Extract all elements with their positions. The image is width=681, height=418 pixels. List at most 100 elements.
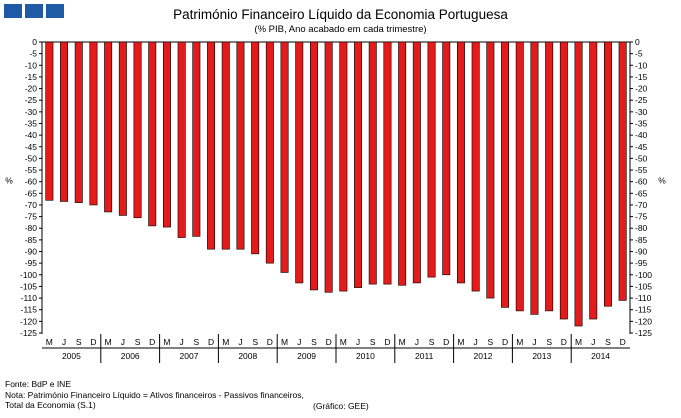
x-tick-label-quarter: M [222, 337, 229, 347]
y-tick-label-right: -5 [635, 49, 643, 59]
bar [177, 41, 186, 238]
y-tick-label-right: 0 [635, 37, 640, 47]
x-tick-label-quarter: M [163, 337, 170, 347]
y-tick-label-right: -125 [635, 328, 652, 338]
y-tick-label-right: -45 [635, 142, 648, 152]
y-tick-label-right: -120 [635, 316, 652, 326]
footer-note: Nota: Património Financeiro Líquido = At… [5, 389, 304, 400]
bar [354, 41, 363, 288]
y-tick-label-left: -85 [25, 235, 38, 245]
chart-subtitle: (% PIB, Ano acabado em cada trimestre) [254, 24, 427, 35]
x-tick-label-quarter: S [605, 337, 611, 347]
bar [339, 41, 348, 292]
x-tick-label-quarter: M [105, 337, 112, 347]
gee-logo [4, 4, 64, 18]
bar [603, 41, 612, 307]
x-tick-label-year: 2005 [62, 351, 81, 361]
bar [383, 41, 392, 285]
bar [295, 41, 304, 284]
x-tick-label-quarter: J [121, 337, 125, 347]
y-tick-label-right: -110 [635, 293, 652, 303]
y-tick-label-left: -10 [25, 60, 38, 70]
y-tick-label-right: -15 [635, 72, 648, 82]
bar [456, 41, 465, 284]
x-tick-label-quarter: J [415, 337, 419, 347]
x-tick-label-year: 2013 [532, 351, 551, 361]
x-tick-label-quarter: D [208, 337, 214, 347]
x-tick-label-quarter: D [384, 337, 390, 347]
y-tick-label-left: -60 [25, 177, 38, 187]
x-tick-label-quarter: S [546, 337, 552, 347]
bar [501, 41, 510, 308]
x-tick-label-quarter: J [356, 337, 360, 347]
bar [251, 41, 260, 255]
y-tick-label-left: -105 [20, 281, 37, 291]
bar [486, 41, 495, 299]
y-tick-label-left: -120 [20, 316, 37, 326]
bar [236, 41, 245, 250]
bar [89, 41, 98, 206]
x-tick-label-quarter: S [135, 337, 141, 347]
bar [559, 41, 568, 320]
bar [574, 41, 583, 327]
x-tick-label-quarter: J [591, 337, 595, 347]
x-tick-label-quarter: D [620, 337, 626, 347]
y-tick-label-left: -40 [25, 130, 38, 140]
bar [60, 41, 69, 202]
footer-note-continued: Total da Economia (S.1) [5, 400, 96, 410]
x-tick-label-quarter: J [532, 337, 536, 347]
x-tick-label-year: 2012 [474, 351, 493, 361]
y-tick-label-left: -30 [25, 107, 38, 117]
x-tick-label-quarter: J [62, 337, 66, 347]
x-tick-label-year: 2010 [356, 351, 375, 361]
bar [324, 41, 333, 293]
y-tick-label-left: -35 [25, 118, 38, 128]
y-tick-label-left: -80 [25, 223, 38, 233]
y-tick-label-right: -90 [635, 247, 648, 257]
logo-square-3 [46, 4, 64, 18]
x-tick-label-year: 2007 [180, 351, 199, 361]
y-tick-label-left: -25 [25, 95, 38, 105]
bar [118, 41, 127, 216]
y-tick-label-right: -25 [635, 95, 648, 105]
bar [618, 41, 627, 301]
chart-credit: (Gráfico: GEE) [313, 401, 369, 411]
x-tick-label-year: 2006 [121, 351, 140, 361]
x-tick-label-year: 2014 [591, 351, 610, 361]
y-tick-label-left: -110 [21, 293, 38, 303]
y-tick-label-right: -40 [635, 130, 648, 140]
bar [74, 41, 83, 203]
x-tick-label-year: 2009 [297, 351, 316, 361]
x-tick-label-quarter: J [238, 337, 242, 347]
x-tick-label-quarter: S [194, 337, 200, 347]
footer-source: Fonte: BdP e INE [5, 379, 71, 389]
x-tick-label-quarter: S [370, 337, 376, 347]
y-tick-label-left: -20 [25, 84, 38, 94]
x-tick-label-quarter: M [340, 337, 347, 347]
y-tick-label-left: -55 [25, 165, 38, 175]
x-tick-label-quarter: M [46, 337, 53, 347]
x-tick-label-quarter: M [575, 337, 582, 347]
y-tick-label-right: -80 [635, 223, 648, 233]
x-tick-label-quarter: M [281, 337, 288, 347]
x-tick-label-quarter: S [311, 337, 317, 347]
x-tick-label-quarter: D [267, 337, 273, 347]
bar [104, 41, 113, 213]
x-tick-label-quarter: D [326, 337, 332, 347]
bar [265, 41, 274, 264]
x-tick-label-quarter: D [443, 337, 449, 347]
bar [442, 41, 451, 276]
y-tick-label-left: -50 [25, 153, 38, 163]
x-tick-label-quarter: M [399, 337, 406, 347]
y-tick-label-right: -20 [635, 84, 648, 94]
y-tick-label-left: -95 [25, 258, 38, 268]
y-tick-label-left: -90 [25, 247, 38, 257]
y-tick-label-right: -85 [635, 235, 648, 245]
y-tick-label-right: -70 [635, 200, 648, 210]
bar [545, 41, 554, 312]
bar [427, 41, 436, 278]
y-tick-label-right: -65 [635, 188, 648, 198]
y-tick-label-right: -35 [635, 118, 648, 128]
bar [412, 41, 421, 284]
y-tick-label-left: -125 [20, 328, 37, 338]
